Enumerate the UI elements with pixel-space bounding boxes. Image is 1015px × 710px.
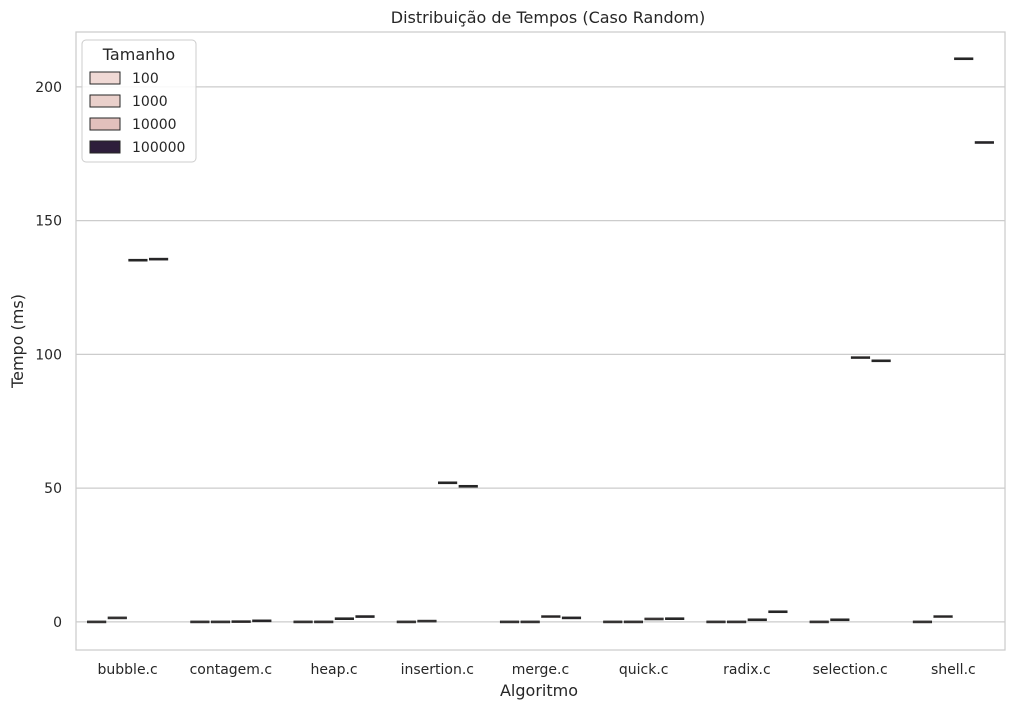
legend-items: 100 1000 10000 100000	[89, 71, 185, 156]
legend-label: 100	[132, 71, 159, 87]
x-tick-label: heap.c	[311, 662, 358, 678]
chart-title: Distribuição de Tempos (Caso Random)	[391, 8, 705, 27]
y-axis-ticks: 0 50 100 150 200	[35, 80, 62, 631]
y-tick-label: 100	[35, 347, 62, 363]
y-tick-label: 0	[53, 615, 62, 631]
x-tick-label: insertion.c	[401, 662, 474, 678]
x-tick-label: quick.c	[619, 662, 669, 678]
y-tick-label: 50	[44, 481, 62, 497]
x-tick-label: shell.c	[931, 662, 976, 678]
plot-area-frame	[75, 31, 1006, 651]
legend-swatch	[89, 71, 121, 85]
legend-title: Tamanho	[102, 45, 175, 64]
box-series	[87, 57, 994, 624]
legend-swatch	[89, 140, 121, 154]
y-tick-label: 150	[35, 214, 62, 230]
legend: Tamanho 100 1000 10000 100000	[81, 39, 197, 163]
legend-label: 1000	[132, 94, 168, 110]
legend-frame	[81, 39, 197, 163]
x-axis-ticks: bubble.c contagem.c heap.c insertion.c merge…	[98, 662, 976, 678]
x-tick-label: bubble.c	[98, 662, 158, 678]
x-tick-label: contagem.c	[190, 662, 273, 678]
gridlines	[76, 86, 1005, 623]
legend-label: 10000	[132, 117, 177, 133]
y-tick-label: 200	[35, 80, 62, 96]
x-tick-label: merge.c	[512, 662, 569, 678]
legend-swatch	[89, 94, 121, 108]
y-axis-label: Tempo (ms)	[8, 294, 27, 389]
legend-label: 100000	[132, 140, 185, 156]
x-tick-label: radix.c	[723, 662, 771, 678]
legend-swatch	[89, 117, 121, 131]
x-tick-label: selection.c	[813, 662, 888, 678]
x-axis-label: Algoritmo	[500, 681, 578, 700]
